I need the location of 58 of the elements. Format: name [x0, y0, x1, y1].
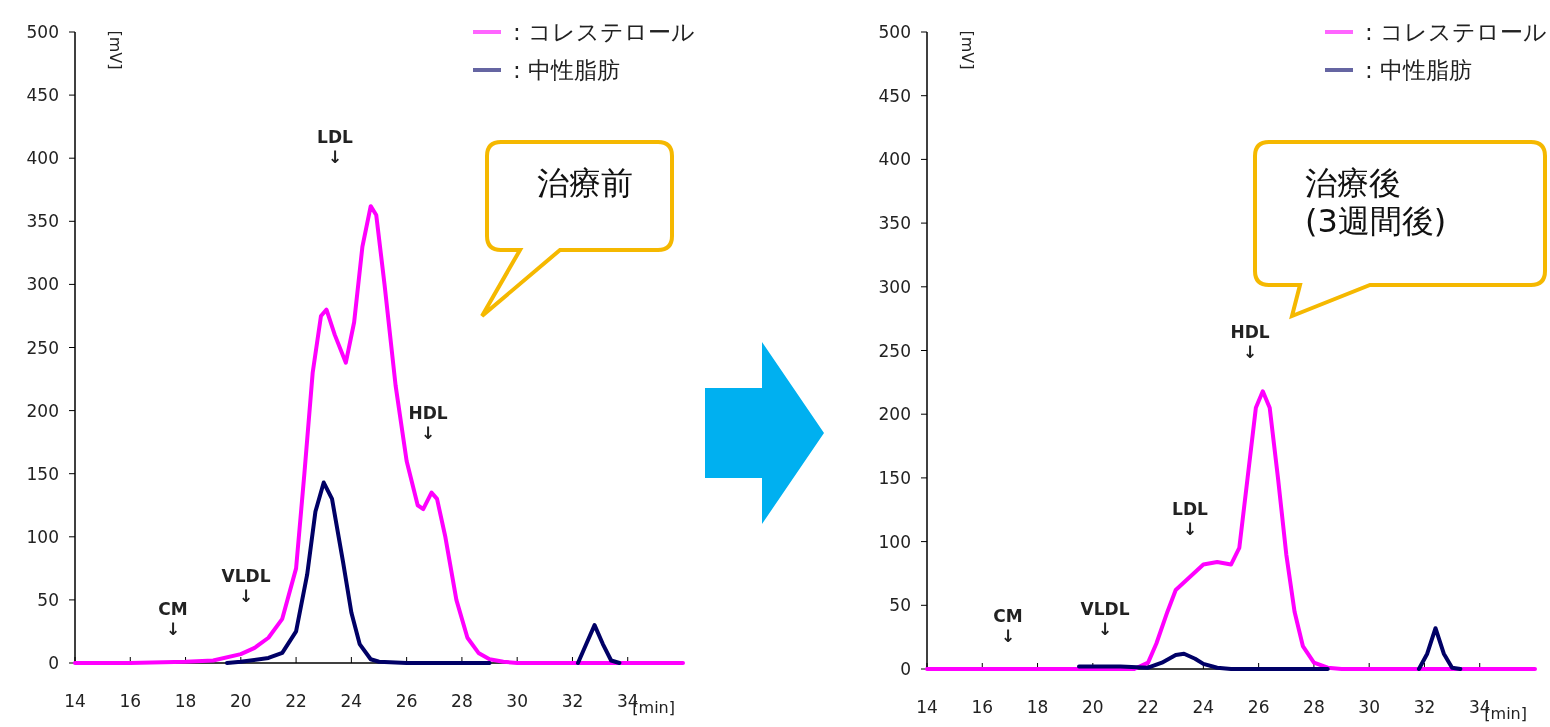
annotation: LDL ↓: [317, 127, 354, 168]
y-tick-label: 0: [48, 653, 59, 673]
annotation: 治療前: [537, 164, 633, 202]
x-tick-label: 32: [1413, 697, 1436, 717]
x-tick-label: 22: [1137, 697, 1159, 717]
annotation: CM ↓: [993, 606, 1023, 647]
y-tick-label: 300: [26, 274, 59, 295]
x-tick-label: 18: [174, 691, 197, 711]
y-tick-label: 100: [26, 526, 59, 547]
x-tick-label: 22: [285, 691, 307, 711]
y-tick-label: 400: [26, 148, 59, 169]
y-tick-label: 500: [26, 22, 59, 42]
x-tick-label: 14: [916, 697, 938, 717]
y-axis-title: [mV]: [958, 30, 977, 70]
legend-label: : コレステロール: [513, 19, 696, 45]
y-tick-label: 100: [878, 531, 911, 552]
annotation: CM ↓: [158, 599, 188, 640]
x-tick-label: 18: [1026, 697, 1049, 717]
y-tick-label: 150: [26, 463, 59, 484]
y-tick-label: 200: [878, 404, 911, 425]
legend-label: : 中性脂肪: [1365, 57, 1473, 83]
x-tick-label: 24: [1192, 697, 1215, 717]
x-tick-label: 32: [561, 691, 584, 711]
annotation: VLDL ↓: [1080, 599, 1130, 640]
x-tick-label: 30: [506, 691, 528, 711]
x-tick-label: 26: [395, 691, 418, 711]
y-tick-label: 400: [878, 149, 911, 170]
annotation: 治療後 (3週間後): [1305, 164, 1447, 241]
x-tick-label: 16: [119, 691, 142, 711]
x-tick-label: 26: [1247, 697, 1270, 717]
annotation: LDL ↓: [1172, 499, 1209, 540]
x-tick-label: 16: [971, 697, 994, 717]
y-tick-label: 500: [878, 22, 911, 42]
y-tick-label: 350: [26, 211, 59, 232]
annotation: HDL ↓: [1230, 322, 1270, 363]
y-tick-label: 300: [878, 276, 911, 297]
x-tick-label: 20: [1082, 697, 1104, 717]
y-axis-title: [mV]: [106, 30, 125, 70]
x-tick-label: 24: [340, 691, 363, 711]
y-tick-label: 250: [878, 340, 911, 361]
legend-label: : 中性脂肪: [513, 57, 621, 83]
x-tick-label: 30: [1358, 697, 1380, 717]
y-tick-label: 450: [26, 85, 59, 106]
annotation: VLDL ↓: [221, 566, 271, 607]
y-tick-label: 50: [37, 589, 59, 610]
x-tick-label: 28: [1303, 697, 1325, 717]
y-tick-label: 200: [26, 400, 59, 421]
annotation: HDL ↓: [408, 403, 448, 444]
x-tick-label: 20: [230, 691, 252, 711]
x-tick-label: 28: [451, 691, 473, 711]
y-tick-label: 250: [26, 337, 59, 358]
y-tick-label: 150: [878, 467, 911, 488]
legend-label: : コレステロール: [1365, 19, 1548, 45]
y-tick-label: 50: [889, 595, 911, 616]
y-tick-label: 350: [878, 213, 911, 234]
y-tick-label: 450: [878, 85, 911, 106]
y-tick-label: 0: [900, 659, 911, 679]
x-tick-label: 14: [64, 691, 86, 711]
